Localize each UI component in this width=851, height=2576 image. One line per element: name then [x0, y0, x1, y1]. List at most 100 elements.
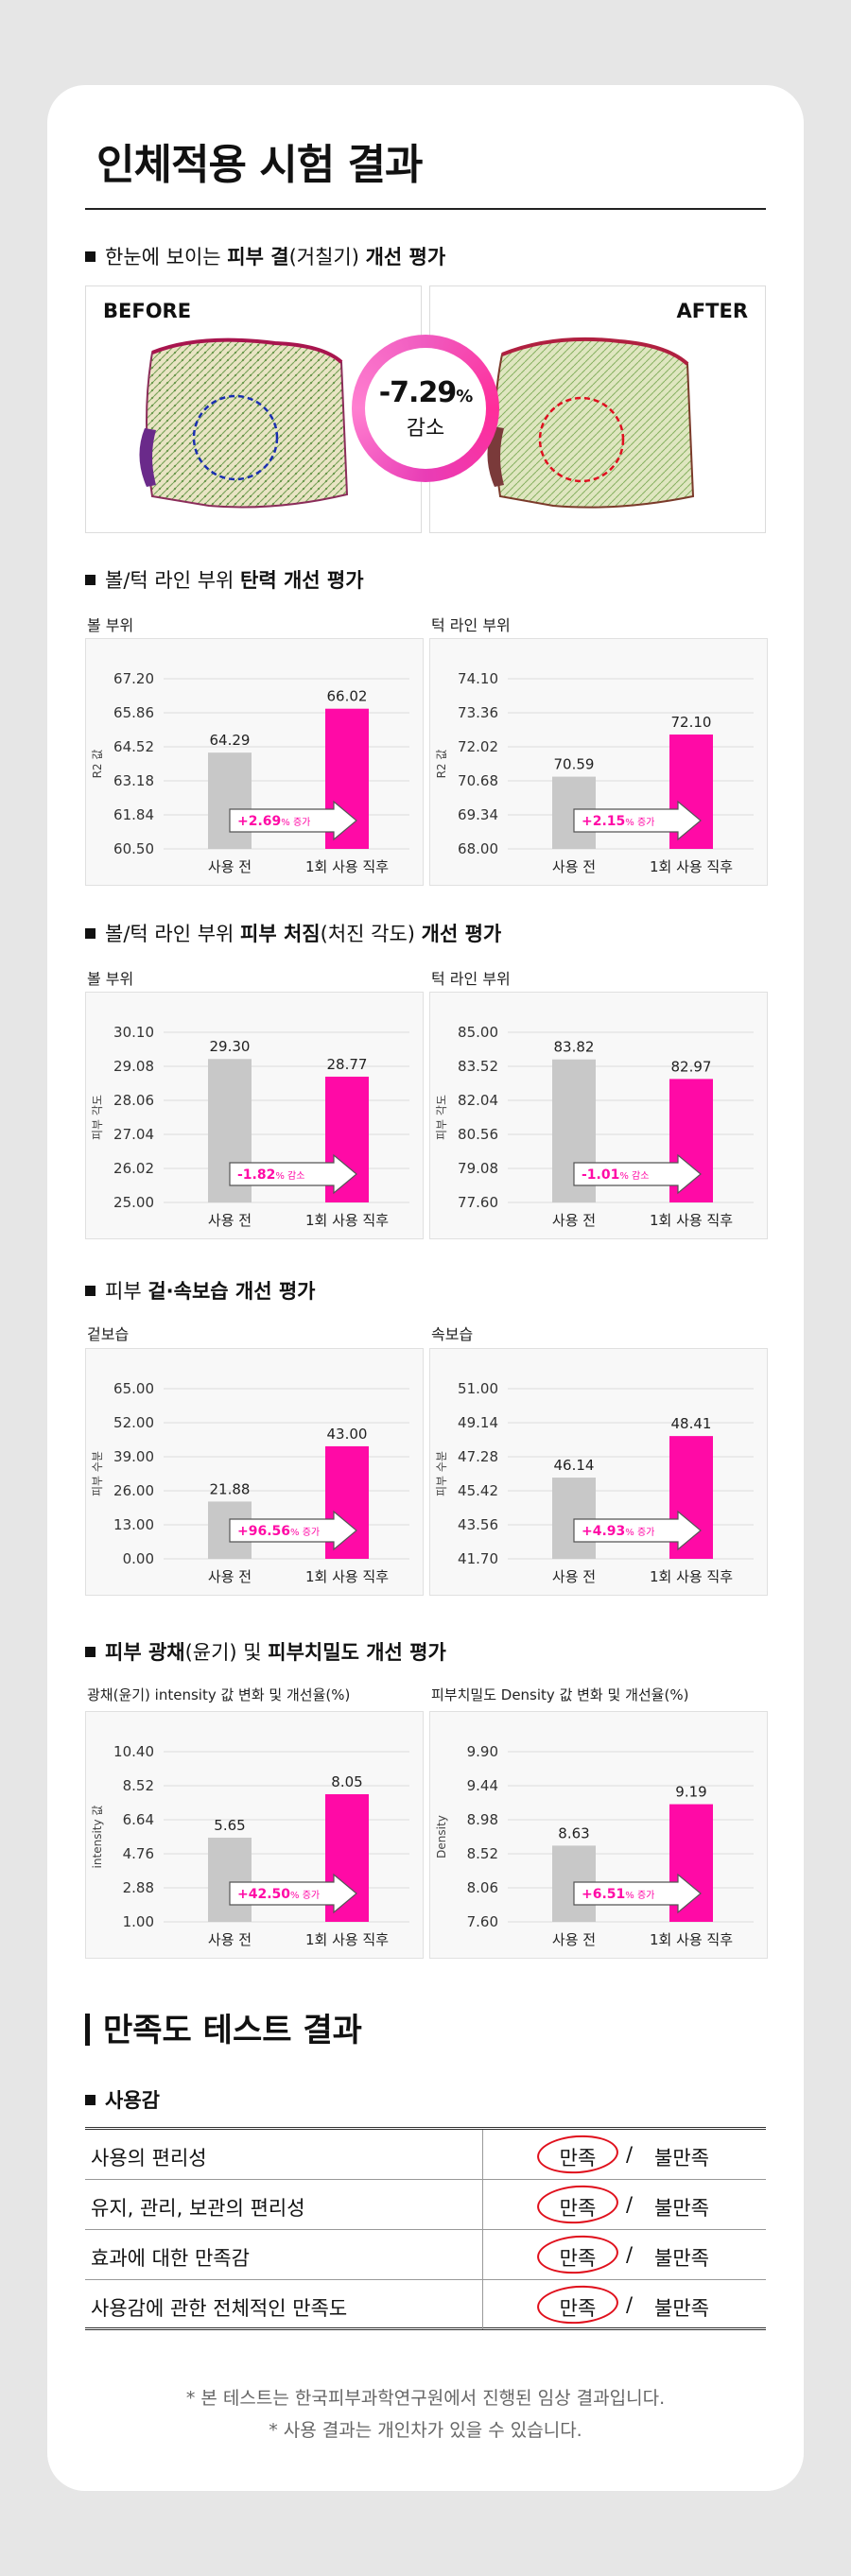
data-label: 83.82	[554, 1039, 595, 1056]
y-axis-label: intensity 값	[91, 1806, 104, 1869]
roughness-change-badge: -7.29% 감소	[352, 335, 499, 482]
before-skin-image	[139, 337, 349, 509]
y-axis-label: 피부 수분	[435, 1451, 448, 1496]
square-bullet-icon	[85, 575, 96, 585]
section-texture-heading: 한눈에 보이는 피부 결(거칠기) 개선 평가	[85, 242, 445, 270]
data-label: 82.97	[671, 1058, 712, 1075]
chart-panel: 10.40 8.52 6.64 4.76 2.88 1.00 intensity 값 5.65…	[85, 1711, 424, 1959]
tick-label: 77.60	[458, 1194, 498, 1211]
tick-label: 49.14	[458, 1414, 498, 1431]
tick-label: 39.00	[113, 1448, 154, 1465]
y-axis-label: 피부 각도	[435, 1095, 448, 1140]
tick-label: 10.40	[113, 1743, 154, 1760]
category-label: 1회 사용 직후	[305, 1931, 389, 1948]
bar-chart: 30.10 29.08 28.06 27.04 26.02 25.00 피부 각도 29.30…	[91, 1024, 409, 1229]
table-row: 사용감에 관한 전체적인 만족도 만족 / 불만족	[85, 2280, 766, 2330]
change-arrow-icon	[573, 1510, 702, 1551]
tick-label: 6.64	[123, 1811, 154, 1828]
y-axis-label: 피부 각도	[91, 1095, 104, 1140]
bar-before	[208, 1837, 252, 1922]
tick-label: 29.08	[113, 1058, 154, 1075]
change-arrow-icon	[229, 1873, 357, 1914]
data-label: 46.14	[554, 1457, 595, 1474]
change-label: +42.50% 증가	[237, 1887, 320, 1902]
category-label: 1회 사용 직후	[650, 858, 733, 875]
tick-label: 30.10	[113, 1024, 154, 1041]
bar-chart: 67.20 65.86 64.52 63.18 61.84 60.50 R2 값 64.29 사…	[91, 670, 409, 875]
category-label: 사용 전	[552, 858, 596, 875]
category-label: 1회 사용 직후	[305, 1568, 389, 1585]
data-label: 64.29	[210, 732, 251, 749]
change-arrow-icon	[229, 800, 357, 841]
change-label: +6.51% 증가	[582, 1887, 654, 1902]
section-moisture-heading: 피부 겉·속보습 개선 평가	[85, 1276, 316, 1305]
tick-label: 47.28	[458, 1448, 498, 1465]
tick-label: 13.00	[113, 1516, 154, 1533]
bar-chart: 85.00 83.52 82.04 80.56 79.08 77.60 피부 각도 83.82…	[435, 1024, 754, 1229]
tick-label: 72.02	[458, 738, 498, 755]
tick-label: 73.36	[458, 704, 498, 721]
chart-panel: 65.00 52.00 39.00 26.00 13.00 0.00 피부 수분 21.88 사…	[85, 1348, 424, 1596]
change-arrow-icon	[573, 800, 702, 841]
category-label: 사용 전	[208, 1568, 252, 1585]
bar-chart: 10.40 8.52 6.64 4.76 2.88 1.00 intensity 값 5.65…	[91, 1743, 409, 1948]
chart-panel: 30.10 29.08 28.06 27.04 26.02 25.00 피부 각도 29.30…	[85, 992, 424, 1239]
tick-label: 74.10	[458, 670, 498, 687]
change-label: +2.15% 증가	[582, 814, 654, 829]
chart-subtitle: 피부치밀도 Density 값 변화 및 개선율(%)	[431, 1686, 689, 1703]
tick-label: 82.04	[458, 1092, 498, 1109]
footnote: * 본 테스트는 한국피부과학연구원에서 진행된 임상 결과입니다.	[185, 2388, 666, 2409]
after-skin-image	[487, 337, 695, 509]
usage-heading: 사용감	[85, 2085, 160, 2114]
data-label: 48.41	[671, 1415, 712, 1432]
chart-panel: 74.10 73.36 72.02 70.68 69.34 68.00 R2 값 70.59 사…	[429, 638, 768, 886]
square-bullet-icon	[85, 1286, 96, 1296]
tick-label: 52.00	[113, 1414, 154, 1431]
tick-label: 8.52	[467, 1845, 498, 1862]
data-label: 70.59	[554, 756, 595, 773]
change-label: +2.69% 증가	[237, 814, 310, 829]
square-bullet-icon	[85, 1647, 96, 1657]
tick-label: 69.34	[458, 806, 498, 823]
satisfaction-table: 사용의 편리성 만족 / 불만족 유지, 관리, 보관의 편리성 만족 / 불만…	[85, 2127, 766, 2330]
chart-panel: 67.20 65.86 64.52 63.18 61.84 60.50 R2 값 64.29 사…	[85, 638, 424, 886]
tick-label: 70.68	[458, 772, 498, 789]
chart-panel: 9.90 9.44 8.98 8.52 8.06 7.60 Density 8.63 사용 전 9…	[429, 1711, 768, 1959]
tick-label: 68.00	[458, 840, 498, 857]
table-row: 사용의 편리성 만족 / 불만족	[85, 2130, 766, 2180]
tick-label: 7.60	[467, 1913, 498, 1930]
bar-before	[552, 1478, 596, 1559]
tick-label: 41.70	[458, 1550, 498, 1567]
data-label: 72.10	[671, 714, 712, 731]
tick-label: 27.04	[113, 1126, 154, 1143]
category-label: 사용 전	[208, 1931, 252, 1948]
tick-label: 85.00	[458, 1024, 498, 1041]
section-sagging-heading: 볼/턱 라인 부위 피부 처짐(처진 각도) 개선 평가	[85, 919, 501, 947]
y-axis-label: Density	[435, 1815, 448, 1859]
change-arrow-icon	[573, 1873, 702, 1914]
change-label: -1.01% 감소	[582, 1167, 649, 1183]
section-elasticity-heading: 볼/턱 라인 부위 탄력 개선 평가	[85, 565, 364, 594]
category-label: 1회 사용 직후	[650, 1931, 733, 1948]
tick-label: 9.44	[467, 1777, 498, 1794]
bar-chart: 51.00 49.14 47.28 45.42 43.56 41.70 피부 수분 46.14…	[435, 1380, 754, 1585]
square-bullet-icon	[85, 928, 96, 939]
bar-chart: 74.10 73.36 72.02 70.68 69.34 68.00 R2 값 70.59 사…	[435, 670, 754, 875]
tick-label: 63.18	[113, 772, 154, 789]
tick-label: 61.84	[113, 806, 154, 823]
tick-label: 0.00	[123, 1550, 154, 1567]
tick-label: 8.52	[123, 1777, 154, 1794]
tick-label: 9.90	[467, 1743, 498, 1760]
y-axis-label: R2 값	[435, 750, 448, 779]
tick-label: 65.86	[113, 704, 154, 721]
data-label: 9.19	[675, 1784, 706, 1801]
change-label: +4.93% 증가	[582, 1524, 654, 1539]
chart-panel: 85.00 83.52 82.04 80.56 79.08 77.60 피부 각도 83.82…	[429, 992, 768, 1239]
tick-label: 65.00	[113, 1380, 154, 1397]
tick-label: 79.08	[458, 1160, 498, 1177]
tick-label: 8.06	[467, 1879, 498, 1896]
chart-subtitle: 겉보습	[87, 1325, 130, 1343]
category-label: 사용 전	[208, 858, 252, 875]
chart-subtitle: 속보습	[431, 1325, 474, 1343]
tick-label: 26.00	[113, 1482, 154, 1499]
